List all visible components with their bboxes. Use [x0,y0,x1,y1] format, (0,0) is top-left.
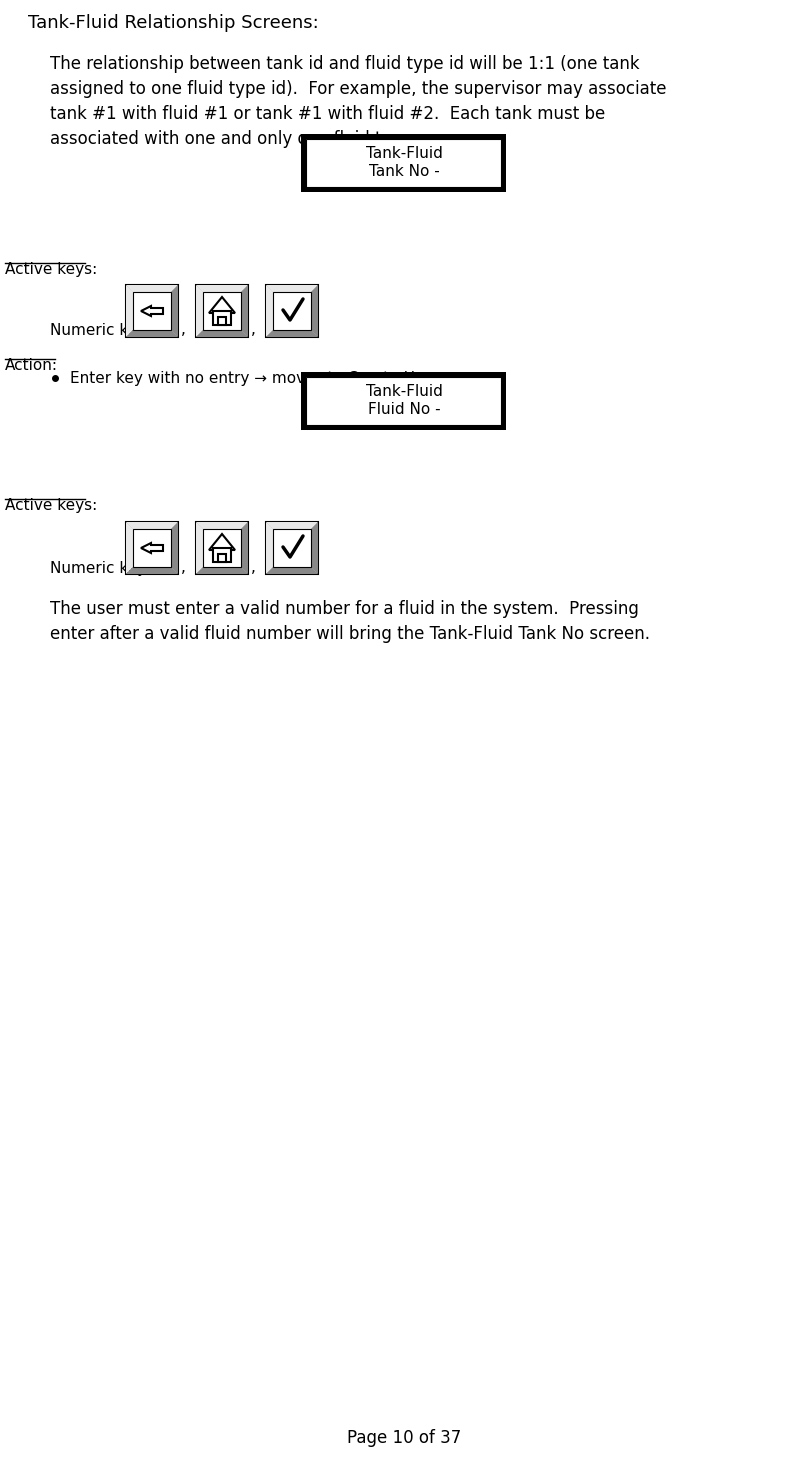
Polygon shape [266,286,318,292]
Text: ,: , [251,561,256,576]
Polygon shape [241,286,248,337]
Polygon shape [133,292,171,330]
Polygon shape [141,306,163,316]
Text: Numeric keys,: Numeric keys, [50,322,159,337]
Bar [302,133,506,192]
Text: ,: , [181,322,186,337]
Polygon shape [196,286,203,337]
Text: ,: , [181,561,186,576]
Text: Numeric keys,: Numeric keys, [50,561,159,576]
Polygon shape [126,567,178,574]
Polygon shape [209,297,235,314]
Polygon shape [196,522,203,574]
Polygon shape [196,522,248,529]
Bar [218,316,226,325]
Polygon shape [266,286,318,337]
Polygon shape [266,522,318,529]
Polygon shape [126,522,178,574]
Text: Tank No -: Tank No - [369,164,439,180]
Polygon shape [141,544,163,552]
Polygon shape [126,522,133,574]
Text: Tank-Fluid Relationship Screens:: Tank-Fluid Relationship Screens: [28,15,319,32]
Text: ,: , [251,322,256,337]
Polygon shape [311,286,318,337]
Polygon shape [266,286,273,337]
Text: Tank-Fluid: Tank-Fluid [366,146,443,161]
Bar [307,139,502,188]
Polygon shape [133,529,171,567]
Bar [302,372,506,431]
Polygon shape [273,529,311,567]
Polygon shape [126,286,133,337]
Polygon shape [266,522,273,574]
Polygon shape [126,286,178,337]
Polygon shape [203,292,241,330]
Polygon shape [266,330,318,337]
Text: Action:: Action: [5,357,58,374]
Bar [307,377,502,425]
Polygon shape [266,567,318,574]
Polygon shape [209,535,235,549]
Bar [307,377,502,425]
Polygon shape [196,522,248,574]
Bar [307,139,502,188]
Polygon shape [311,522,318,574]
Polygon shape [126,522,178,529]
Polygon shape [196,286,248,337]
Polygon shape [203,529,241,567]
Text: Fluid No -: Fluid No - [367,403,440,418]
Polygon shape [196,286,248,292]
Polygon shape [126,286,178,292]
Polygon shape [266,522,318,574]
Bar [218,554,226,563]
Polygon shape [273,292,311,330]
Bar [213,548,231,563]
Polygon shape [196,567,248,574]
Text: Tank-Fluid: Tank-Fluid [366,384,443,400]
Polygon shape [241,522,248,574]
Polygon shape [171,522,178,574]
Polygon shape [126,330,178,337]
Polygon shape [196,330,248,337]
Text: Enter key with no entry → moves to Create Hose screens: Enter key with no entry → moves to Creat… [70,371,506,385]
Text: Active keys:: Active keys: [5,498,97,513]
Bar [213,311,231,325]
Text: Page 10 of 37: Page 10 of 37 [347,1428,461,1447]
Text: The user must enter a valid number for a fluid in the system.  Pressing
enter af: The user must enter a valid number for a… [50,601,650,643]
Text: The relationship between tank id and fluid type id will be 1:1 (one tank
assigne: The relationship between tank id and flu… [50,56,667,148]
Text: Active keys:: Active keys: [5,262,97,277]
Polygon shape [171,286,178,337]
